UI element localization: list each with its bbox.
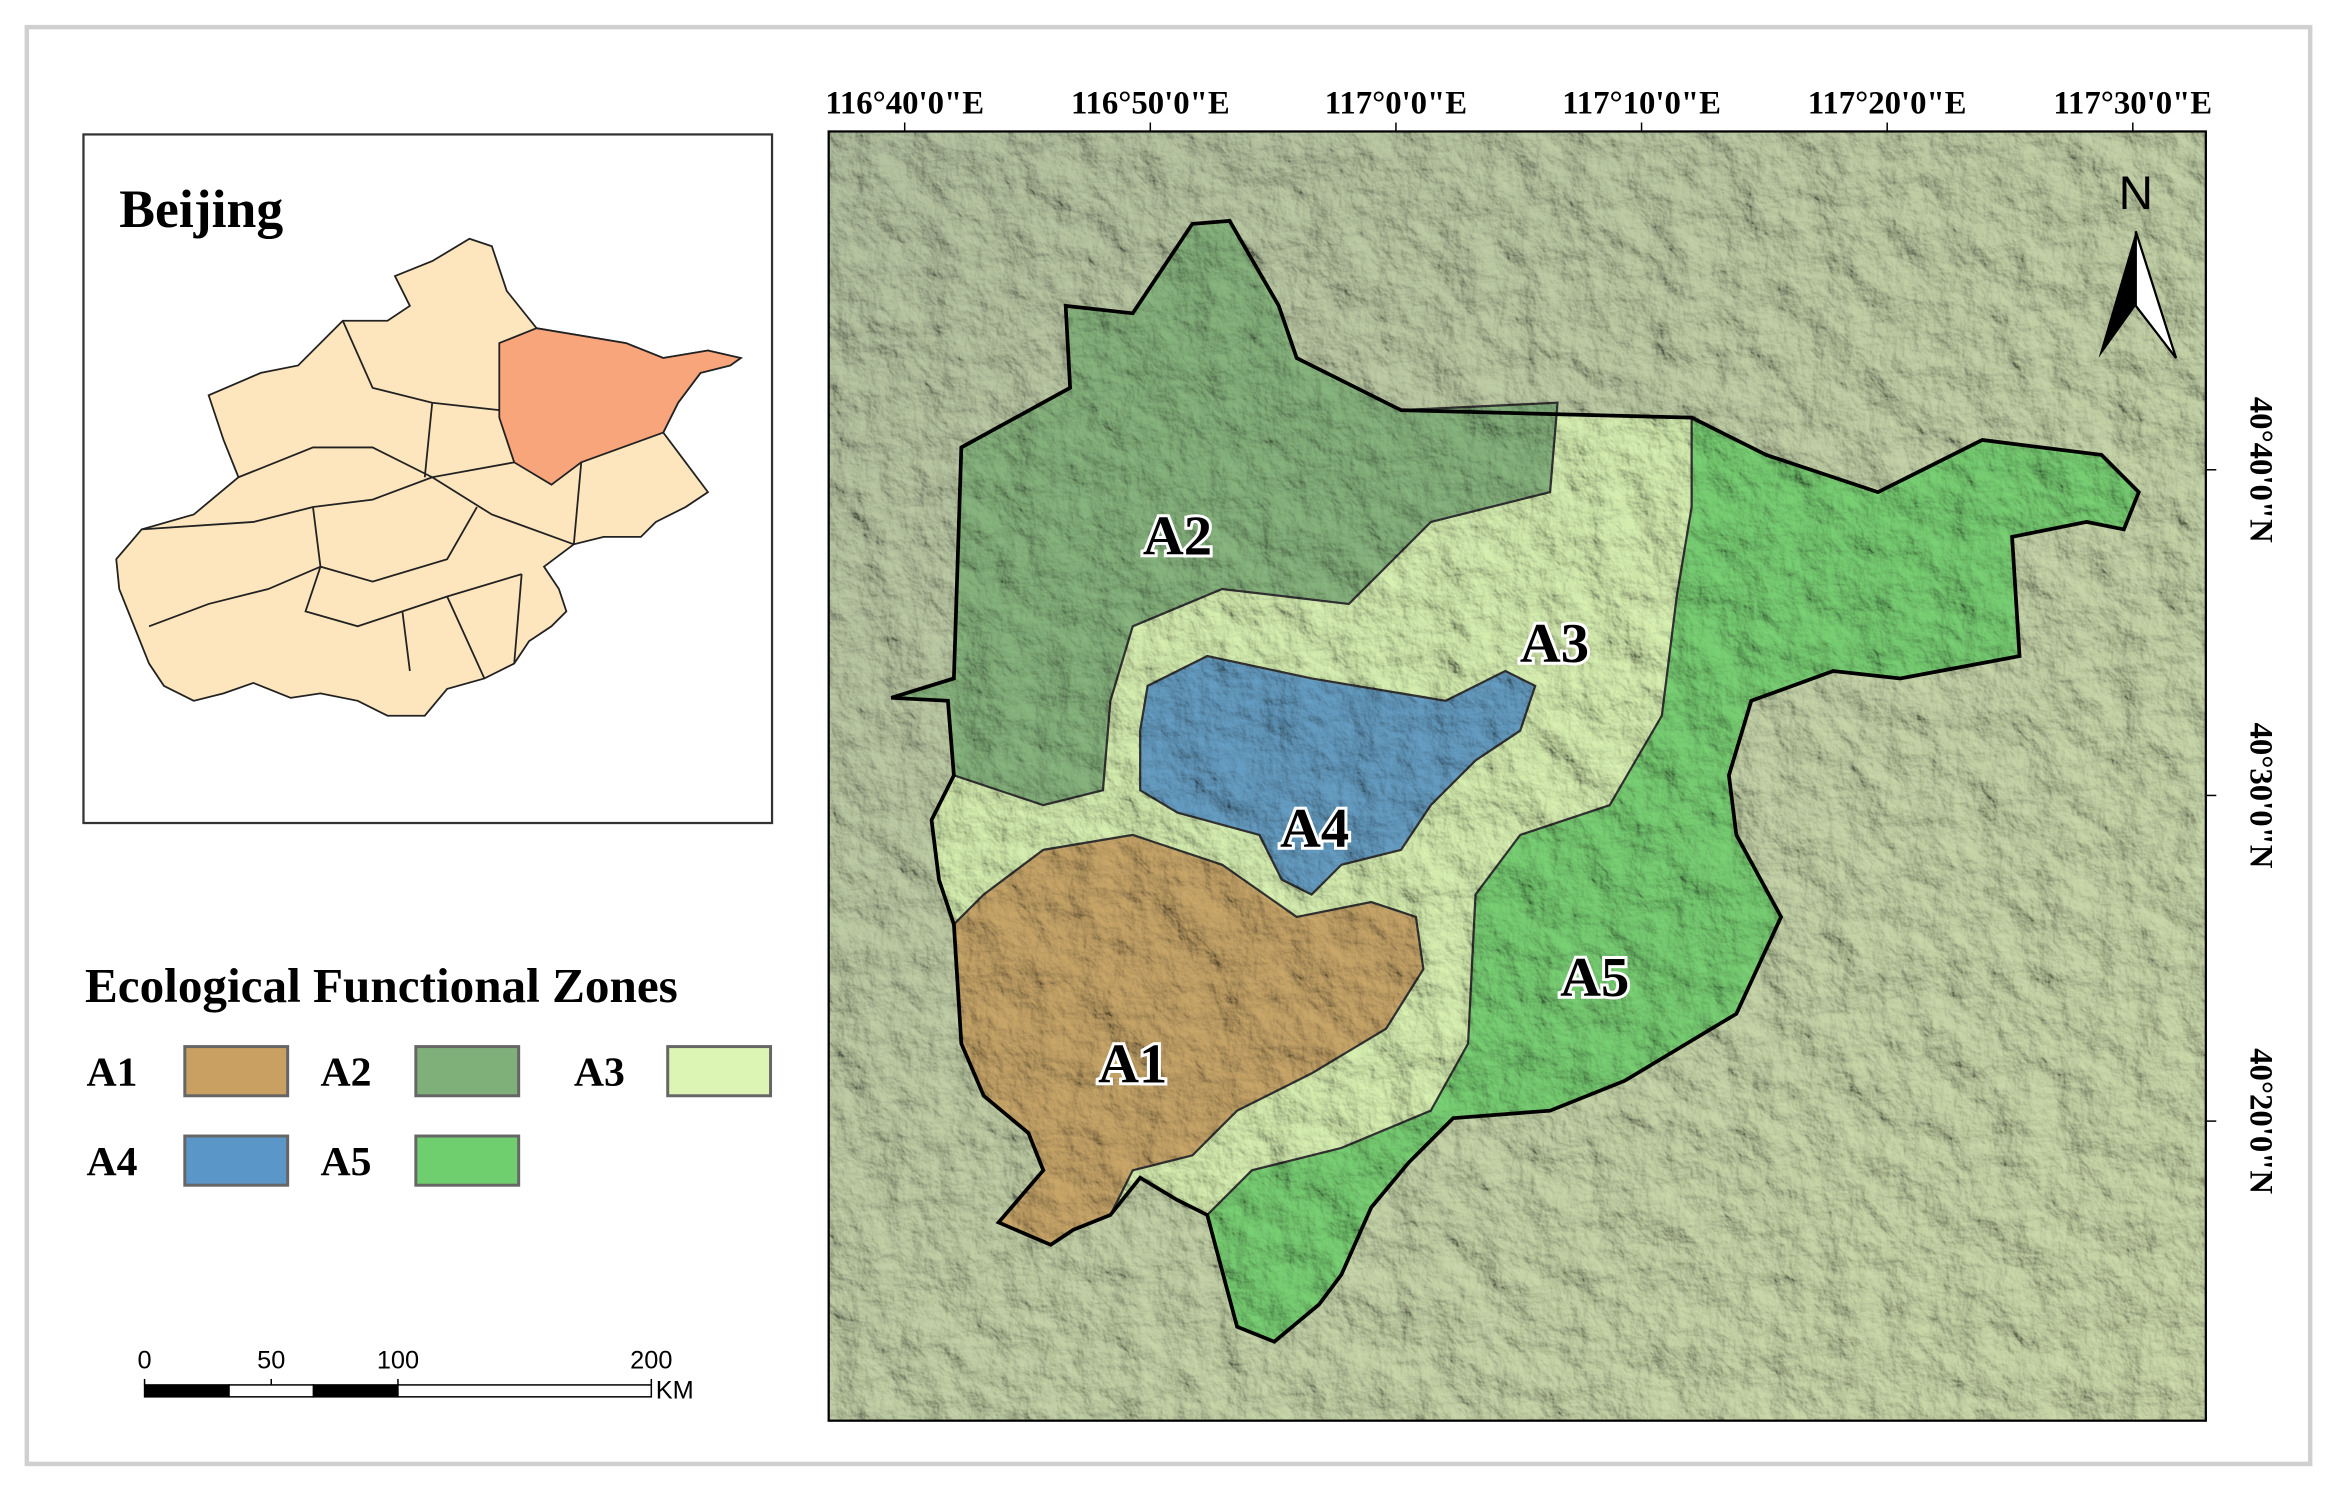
longitude-label: 117°30'0"E [2053,86,2212,122]
map-frame [827,130,2207,1422]
longitude-label: 117°20'0"E [1808,86,1967,122]
legend-swatch [414,1045,521,1098]
longitude-label: 116°50'0"E [1071,86,1230,122]
scale-segment [397,1384,653,1398]
scale-label: 0 [138,1347,152,1375]
zone-label: A2 [1143,506,1212,568]
map-area: A1 A2 A3 A4 A5 [828,131,2206,1421]
legend-swatch [183,1134,290,1187]
legend-swatch [183,1045,290,1098]
district-outline [890,218,2141,1344]
scale-segment [143,1384,230,1398]
inset-title: Beijing [119,179,283,239]
scale-label: 50 [257,1347,285,1375]
zone-label: A3 [1520,613,1589,675]
zone-label: A4 [1280,798,1349,860]
legend-label: A1 [86,1049,137,1095]
zone-label: A5 [1560,947,1629,1009]
latitude-label: 40°20'0"N [2243,1048,2279,1194]
legend-label: A3 [574,1049,625,1095]
scale-unit: KM [656,1376,694,1404]
scale-label: 100 [377,1347,419,1375]
scale-segment [228,1384,315,1398]
legend-label: A2 [320,1049,371,1095]
scale-label: 200 [630,1347,672,1375]
hillshade [828,131,2206,1421]
latitude-label: 40°40'0"N [2243,397,2279,543]
longitude-label: 116°40'0"E [825,86,984,122]
legend-swatch [414,1134,521,1187]
legend-swatch [666,1045,773,1098]
legend-label: A5 [320,1139,371,1185]
zone-label: A1 [1098,1033,1167,1095]
longitude-label: 117°10'0"E [1562,86,1721,122]
longitude-label: 117°0'0"E [1325,86,1467,122]
scale-segment [312,1384,399,1398]
legend-title: Ecological Functional Zones [85,958,678,1013]
beijing-map [115,237,743,717]
north-label: N [2119,167,2153,220]
legend-label: A4 [86,1139,137,1185]
latitude-label: 40°30'0"N [2243,722,2279,868]
